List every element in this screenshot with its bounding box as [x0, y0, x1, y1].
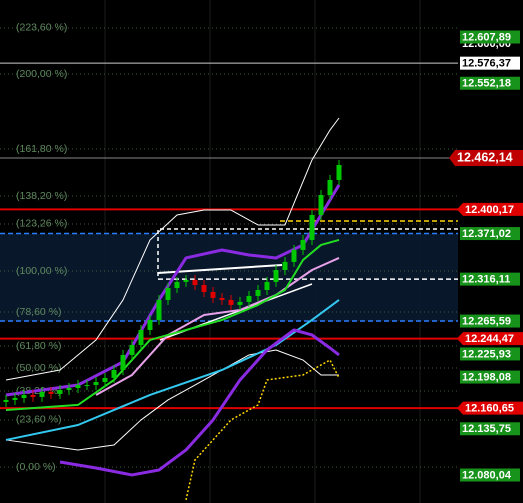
- price-label: 12.225,93: [462, 348, 511, 360]
- candle-body: [57, 389, 63, 394]
- fib-label: (200,00 %): [16, 68, 67, 80]
- price-label: 12.160,65: [465, 403, 514, 415]
- candle-body: [48, 391, 54, 394]
- level-lines: [0, 62, 458, 410]
- candle-body: [291, 249, 297, 262]
- candle-body: [318, 194, 324, 215]
- price-tag: [460, 347, 520, 361]
- fib-label: (0,00 %): [16, 461, 56, 473]
- candle-layer: [3, 159, 342, 407]
- box-outline: [157, 228, 458, 276]
- price-label: 12.371,02: [462, 228, 511, 240]
- price-label: 12.198,08: [462, 371, 511, 383]
- price-tag: [460, 272, 520, 286]
- price-tag: [449, 149, 523, 166]
- fib-layer: (223,60 %) (200,00 %) (161,80 %) (138,20 %)…: [0, 22, 458, 473]
- price-tag: [460, 76, 520, 90]
- price-label: 12.400,17: [465, 204, 514, 216]
- candle-body: [156, 299, 162, 320]
- candle-body: [300, 239, 306, 250]
- price-axis: 12.600,0012.607,8912.576,3712.552,1812.4…: [449, 30, 523, 482]
- candle-body: [138, 329, 144, 346]
- candle-body: [264, 281, 270, 291]
- fib-label: (223,60 %): [16, 22, 67, 34]
- candle-body: [273, 270, 279, 282]
- candle-body: [147, 319, 153, 330]
- candle-body: [336, 164, 342, 180]
- fib-label: (161,80 %): [16, 143, 67, 155]
- fib-label: (100,00 %): [16, 265, 67, 277]
- candle-body: [30, 394, 36, 397]
- candle-body: [237, 301, 243, 305]
- candle-body: [129, 345, 135, 355]
- candle-body: [84, 385, 90, 387]
- fib-label: (78,60 %): [16, 306, 62, 318]
- price-tag: [460, 56, 520, 70]
- candle-body: [75, 385, 81, 388]
- candle-body: [174, 281, 180, 289]
- candle-body: [12, 397, 18, 400]
- indicator-line: [59, 328, 340, 477]
- candle-body: [219, 297, 225, 300]
- candle-body: [120, 354, 126, 370]
- candle-body: [282, 261, 288, 271]
- candle-body: [327, 179, 333, 195]
- indicator-line: [5, 349, 339, 451]
- price-label: 12.576,37: [462, 58, 511, 70]
- price-tag: [457, 202, 523, 216]
- price-label: 12.265,59: [462, 315, 511, 327]
- zone: [0, 233, 458, 322]
- fib-label: (138,20 %): [16, 190, 67, 202]
- price-tag: [457, 332, 523, 346]
- price-tag: [460, 468, 520, 482]
- price-label: 12.080,04: [462, 469, 512, 481]
- candle-body: [165, 288, 171, 300]
- indicator-line: [185, 359, 340, 501]
- candle-body: [192, 279, 198, 286]
- candle-body: [228, 299, 234, 305]
- candle-body: [309, 214, 315, 240]
- candle-body: [102, 377, 108, 383]
- candle-body: [201, 285, 207, 292]
- price-tag: [460, 227, 520, 241]
- candle-body: [93, 382, 99, 386]
- price-tag: [460, 30, 520, 44]
- candle-body: [183, 279, 189, 282]
- candle-body: [210, 291, 216, 298]
- fib-label: (123,26 %): [16, 218, 67, 230]
- price-tag: [457, 401, 523, 415]
- price-label: 12.462,14: [457, 151, 513, 165]
- fib-label: (61,80 %): [16, 340, 62, 352]
- fib-label: (50,00 %): [16, 362, 62, 374]
- indicator-line: [5, 117, 340, 381]
- price-label: 12.135,75: [462, 423, 511, 435]
- price-label: 12.607,89: [462, 31, 511, 43]
- candle-body: [111, 369, 117, 378]
- candle-body: [255, 290, 261, 296]
- candle-body: [246, 295, 252, 302]
- candle-body: [66, 387, 72, 390]
- indicator-layer: [5, 117, 341, 501]
- price-label: 12.316,11: [462, 274, 510, 286]
- fib-label: (23,60 %): [16, 414, 62, 426]
- candle-body: [3, 399, 9, 403]
- candle-body: [21, 394, 27, 398]
- price-label: 12.244,47: [465, 333, 514, 345]
- price-tag: [460, 314, 520, 328]
- price-tag: [460, 422, 520, 436]
- price-tag: [460, 370, 520, 384]
- indicator-line: [5, 239, 340, 411]
- price-label: 12.552,18: [462, 78, 511, 90]
- indicator-line: [95, 257, 340, 396]
- zone-layer: [0, 233, 458, 322]
- candle-body: [39, 391, 45, 397]
- indicator-line: [5, 299, 340, 441]
- indicator-line: [5, 184, 341, 397]
